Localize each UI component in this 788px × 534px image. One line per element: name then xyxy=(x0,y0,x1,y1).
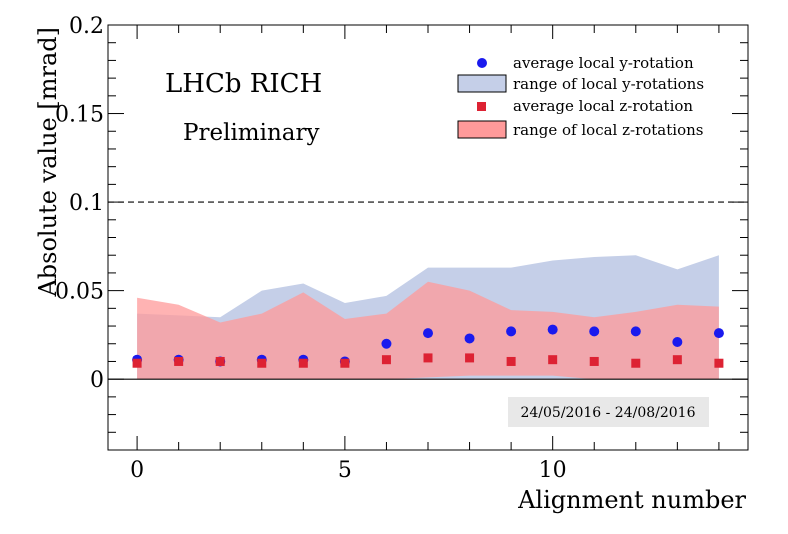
z-rotation-average-point xyxy=(506,356,516,366)
z-rotation-average-point xyxy=(631,358,641,368)
chart-title: LHCb RICH xyxy=(165,69,322,99)
legend-marker-z-average xyxy=(477,102,486,111)
y-rotation-average-point xyxy=(589,326,600,337)
y-rotation-average-point xyxy=(630,326,641,337)
y-tick-label: 0.1 xyxy=(69,191,104,216)
y-rotation-average-point xyxy=(423,328,433,339)
z-rotation-average-point xyxy=(340,358,350,368)
date-range-label: 24/05/2016 - 24/08/2016 xyxy=(520,405,695,421)
x-tick-label: 10 xyxy=(539,458,567,483)
y-rotation-average-point xyxy=(547,324,558,335)
z-rotation-average-point xyxy=(257,358,267,368)
reference-lines xyxy=(108,201,748,380)
z-rotation-average-point xyxy=(174,356,184,366)
z-rotation-average-point xyxy=(423,353,433,363)
z-rotation-average-point xyxy=(714,358,724,368)
z-rotation-average-point xyxy=(298,358,308,368)
legend-label-y-range: range of local y-rotations xyxy=(513,75,704,93)
y-axis-label: Absolute value [mrad] xyxy=(34,27,62,298)
y-rotation-average-point xyxy=(464,333,475,344)
y-tick-label: 0.15 xyxy=(55,103,104,128)
x-axis-label: Alignment number xyxy=(517,486,746,514)
legend-label-z-average: average local z-rotation xyxy=(513,97,693,115)
y-rotation-average-point xyxy=(506,326,517,337)
legend-swatch-y-range xyxy=(457,74,507,93)
z-rotation-average-point xyxy=(381,355,391,365)
legend-marker-y-average xyxy=(477,58,487,68)
z-rotation-average-point xyxy=(132,358,142,368)
z-rotation-average-point xyxy=(215,356,225,366)
data-markers xyxy=(132,324,724,368)
axes: 0 0.05 0.1 0.15 0.2 0 5 10 xyxy=(55,14,749,483)
y-tick-label: 0.2 xyxy=(69,14,104,39)
y-rotation-average-point xyxy=(381,338,392,349)
y-tick-label: 0 xyxy=(90,368,104,393)
x-tick-label: 5 xyxy=(338,458,352,483)
z-rotation-average-point xyxy=(465,353,475,363)
x-tick-label: 0 xyxy=(130,458,144,483)
chart-subtitle: Preliminary xyxy=(183,120,319,146)
date-box-background xyxy=(508,397,709,427)
y-rotation-average-point xyxy=(672,336,683,347)
legend-swatch-z-range xyxy=(457,120,507,139)
legend: average local y-rotation range of local … xyxy=(457,54,704,139)
z-rotation-average-point xyxy=(672,355,682,365)
date-box: 24/05/2016 - 24/08/2016 xyxy=(508,397,709,427)
z-rotation-average-point xyxy=(548,355,558,365)
z-rotation-average-point xyxy=(589,356,599,366)
legend-label-y-average: average local y-rotation xyxy=(513,54,694,72)
y-tick-label: 0.05 xyxy=(55,280,104,305)
legend-label-z-range: range of local z-rotations xyxy=(513,121,703,139)
y-rotation-average-point xyxy=(713,328,724,339)
